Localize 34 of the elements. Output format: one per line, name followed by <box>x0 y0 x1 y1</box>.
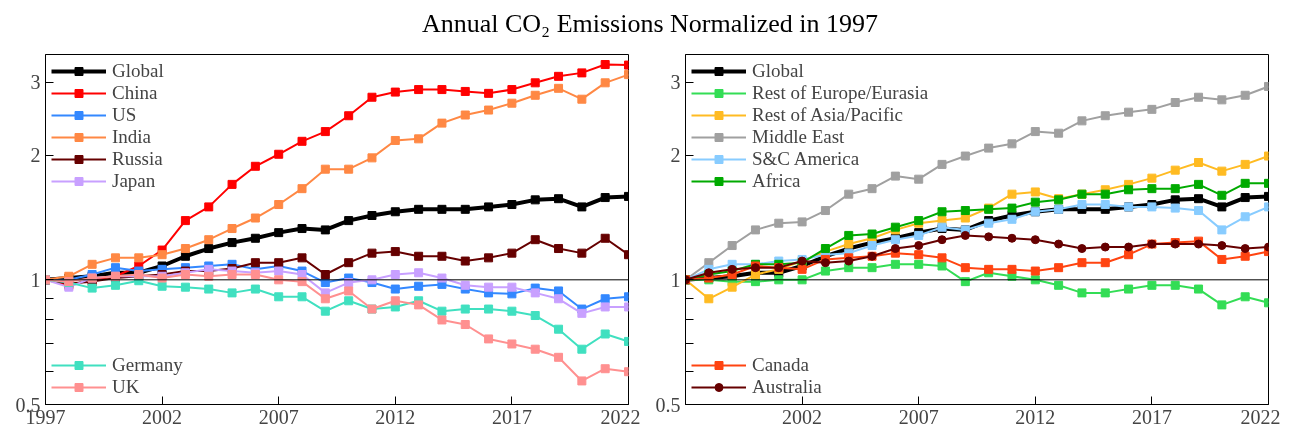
x-tick-label: 2012 <box>1015 405 1056 428</box>
legend-label: Middle East <box>752 126 845 148</box>
legend-label: India <box>112 126 152 148</box>
legend-label: Russia <box>112 148 163 170</box>
legend-label: Rest of Asia/Pacific <box>752 104 903 126</box>
x-tick-label: 2002 <box>142 405 183 428</box>
x-tick-label: 2017 <box>1131 405 1172 428</box>
legend-label: Germany <box>112 354 183 376</box>
y-tick-label: 2 <box>670 144 681 167</box>
x-tick-label: 2022 <box>600 405 641 428</box>
y-tick-label: 3 <box>30 71 41 94</box>
x-tick-label: 2012 <box>375 405 416 428</box>
legend-label: S&C America <box>752 148 860 170</box>
legend-label: Japan <box>112 170 156 192</box>
y-tick-label: 3 <box>670 71 681 94</box>
y-tick-label: 1 <box>670 268 681 291</box>
legend-label: Africa <box>752 170 801 192</box>
y-tick-label: 1 <box>30 268 41 291</box>
legend-label: China <box>112 82 158 104</box>
legend-label: Rest of Europe/Eurasia <box>752 82 929 104</box>
x-tick-label: 2007 <box>258 405 299 428</box>
legend-label: Global <box>752 60 804 82</box>
x-tick-label: 2007 <box>898 405 939 428</box>
legend-label: UK <box>112 376 140 398</box>
chart-title: Annual CO₂ Emissions Normalized in 1997 <box>421 8 879 40</box>
y-tick-label: 0.5 <box>655 393 681 416</box>
y-tick-label: 2 <box>30 144 41 167</box>
legend-label: US <box>112 104 137 126</box>
x-tick-label: 2017 <box>491 405 532 428</box>
legend-label: Canada <box>752 354 809 376</box>
x-tick-label: 2022 <box>1240 405 1281 428</box>
legend-label: Australia <box>752 376 822 398</box>
x-tick-label: 2002 <box>782 405 823 428</box>
legend-label: Global <box>112 60 164 82</box>
